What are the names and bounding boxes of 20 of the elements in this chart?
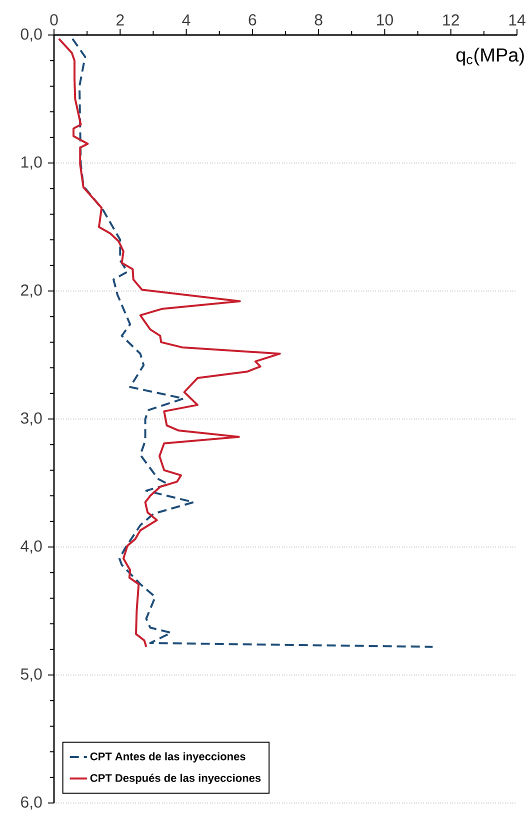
legend-label: CPT Antes de las inyecciones	[90, 752, 246, 762]
legend-label: CPT Después de las inyecciones	[90, 774, 261, 784]
x-tick-label: 6	[248, 14, 256, 26]
y-tick-label: 5,0	[20, 668, 42, 682]
y-tick-label: 0,0	[20, 28, 42, 42]
x-tick-label: 8	[314, 14, 322, 26]
y-tick-label: 3,0	[20, 412, 42, 426]
line-series	[72, 38, 434, 648]
x-tick-label: 2	[116, 14, 124, 26]
x-tick-label: 10	[377, 14, 393, 26]
x-tick-label: 0	[50, 14, 58, 26]
y-tick-label: 6,0	[21, 796, 42, 810]
x-axis-title: q$_{c}$(MPa)	[456, 48, 524, 66]
x-tick-label: 4	[182, 14, 190, 26]
y-tick-label: 1,0	[21, 156, 42, 170]
line-series	[58, 38, 281, 648]
y-tick-label: 4,0	[20, 540, 42, 554]
x-tick-label: 14	[509, 14, 526, 26]
x-tick-label: 12	[443, 14, 459, 26]
y-tick-label: 2,0	[21, 284, 42, 298]
